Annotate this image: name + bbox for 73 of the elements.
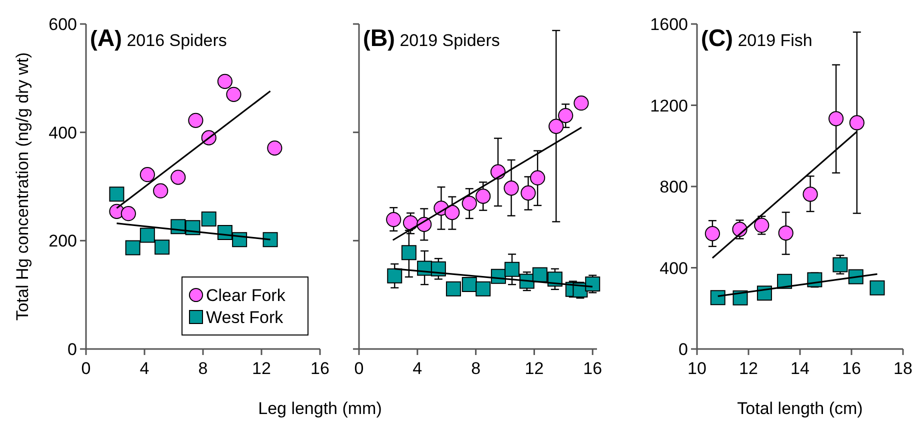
chart-title: (B) 2019 Spiders xyxy=(363,25,500,52)
y-tick-label: 800 xyxy=(660,178,688,196)
point xyxy=(462,196,477,211)
point xyxy=(444,204,460,220)
point xyxy=(170,170,186,185)
point xyxy=(109,186,124,202)
x-tick-label: 12 xyxy=(739,359,758,378)
x-tick-label: 8 xyxy=(198,359,208,378)
y-tick-label: 1600 xyxy=(650,15,688,34)
point xyxy=(401,245,416,260)
point xyxy=(828,111,844,126)
point xyxy=(446,281,461,296)
y-tick-label: 200 xyxy=(48,232,77,251)
point xyxy=(188,112,204,128)
point xyxy=(710,290,726,306)
point xyxy=(217,74,233,89)
point xyxy=(226,86,242,102)
x-tick-label: 16 xyxy=(842,359,861,378)
x-axis-title: Leg length (mm) xyxy=(258,399,382,418)
point xyxy=(870,280,885,296)
y-tick-label: 0 xyxy=(68,340,77,359)
point xyxy=(140,167,155,182)
point xyxy=(476,188,491,204)
point xyxy=(548,118,564,134)
point xyxy=(267,140,282,156)
point xyxy=(120,206,136,222)
legend-label: West Fork xyxy=(206,308,284,327)
point xyxy=(386,212,402,228)
x-tick-label: 12 xyxy=(524,359,544,378)
x-tick-label: 8 xyxy=(471,359,481,378)
chart-title: (A) 2016 Spiders xyxy=(90,25,227,52)
point xyxy=(262,232,278,248)
point xyxy=(125,240,140,256)
y-axis-title: Total Hg concentration (ng/g dry wt) xyxy=(13,52,32,321)
point xyxy=(504,262,520,277)
point xyxy=(754,218,770,233)
point xyxy=(802,186,818,202)
point xyxy=(387,268,402,284)
point xyxy=(201,212,216,226)
point xyxy=(153,183,168,198)
point xyxy=(558,108,574,124)
y-tick-label: 600 xyxy=(48,15,77,34)
legend-label: Clear Fork xyxy=(206,286,286,305)
x-axis-title: Total length (cm) xyxy=(737,399,863,418)
y-tick-label: 400 xyxy=(48,123,77,142)
point xyxy=(154,240,170,255)
x-tick-label: 16 xyxy=(583,359,602,378)
point xyxy=(476,281,491,296)
x-tick-label: 14 xyxy=(790,359,810,378)
x-tick-label: 10 xyxy=(688,359,706,378)
point xyxy=(574,96,589,111)
point xyxy=(504,180,519,196)
y-tick-label: 1200 xyxy=(650,96,688,116)
point xyxy=(849,115,864,130)
point xyxy=(585,276,600,292)
x-tick-label: 4 xyxy=(140,359,150,378)
point xyxy=(462,277,477,292)
x-tick-label: 12 xyxy=(252,359,271,378)
chart-title: (C) 2019 Fish xyxy=(701,25,812,52)
point xyxy=(704,226,720,242)
point xyxy=(140,228,155,243)
x-tick-label: 4 xyxy=(412,359,422,378)
x-tick-label: 0 xyxy=(354,359,364,378)
y-tick-label: 0 xyxy=(678,340,688,359)
x-tick-label: 0 xyxy=(81,359,91,378)
point xyxy=(520,185,536,201)
point xyxy=(778,225,794,241)
y-tick-label: 400 xyxy=(660,258,688,278)
point xyxy=(532,267,548,282)
x-tick-label: 18 xyxy=(894,359,912,378)
point xyxy=(530,170,546,186)
point xyxy=(832,257,848,272)
x-tick-label: 16 xyxy=(310,359,330,378)
